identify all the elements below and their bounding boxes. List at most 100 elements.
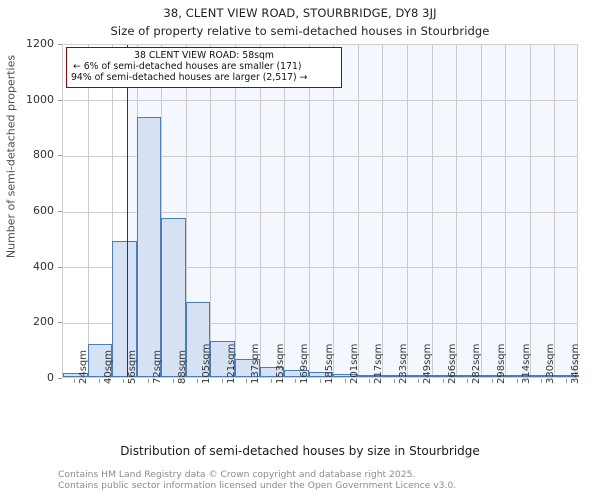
- x-axis-tick-mark: [74, 379, 76, 383]
- x-axis-tick-mark: [246, 379, 248, 383]
- gridline: [529, 45, 531, 377]
- gridline: [407, 45, 408, 377]
- annotation-line-1: 38 CLENT VIEW ROAD: 58sqm: [134, 50, 274, 61]
- gridline: [456, 45, 458, 377]
- bar: [505, 375, 530, 377]
- gridline: [63, 322, 577, 324]
- x-axis-tick-mark: [516, 379, 518, 383]
- x-axis-title: Distribution of semi-detached houses by …: [120, 444, 480, 458]
- x-axis-tick-mark: [197, 379, 199, 383]
- bar: [357, 374, 383, 377]
- x-axis-tick-label: 56sqm: [127, 349, 139, 384]
- x-axis-tick-label: 249sqm: [422, 343, 434, 384]
- bar: [63, 372, 88, 377]
- gridline: [333, 45, 335, 377]
- x-axis-tick-label: 72sqm: [152, 349, 163, 384]
- x-axis-tick-label: 217sqm: [373, 343, 385, 384]
- x-axis-tick-mark: [221, 379, 223, 383]
- x-axis-tick-label: 121sqm: [225, 343, 237, 384]
- x-axis-tick-label: 233sqm: [397, 343, 409, 384]
- footer-attribution: Contains HM Land Registry data © Crown c…: [58, 469, 598, 491]
- footer-line-2: Contains public sector information licen…: [58, 479, 457, 491]
- x-axis-tick-mark: [270, 379, 272, 383]
- bar: [210, 340, 235, 377]
- bar: [185, 302, 211, 377]
- bar: [87, 343, 113, 377]
- x-axis-tick-label: 185sqm: [324, 343, 335, 384]
- chart-title-block: 38, CLENT VIEW ROAD, STOURBRIDGE, DY8 3J…: [0, 0, 600, 38]
- property-marker-line: [126, 45, 129, 377]
- gridline: [63, 211, 577, 213]
- gridline: [63, 267, 577, 269]
- gridline: [161, 45, 163, 377]
- chart-plot-area: [62, 44, 579, 378]
- bar: [161, 217, 186, 377]
- bar: [554, 375, 579, 377]
- x-axis-tick-mark: [148, 379, 149, 383]
- gridline: [63, 100, 577, 102]
- x-axis-tick-mark: [172, 379, 174, 383]
- bar: [284, 370, 309, 377]
- x-axis-tick-label: 153sqm: [274, 343, 286, 384]
- x-axis-tick-mark: [344, 379, 346, 383]
- x-axis-tick-mark: [565, 379, 567, 383]
- gridline: [431, 45, 433, 377]
- gridline: [185, 45, 187, 377]
- bar: [456, 375, 481, 377]
- x-axis-tick-mark: [442, 379, 444, 383]
- bar: [529, 375, 555, 377]
- x-axis-tick-mark: [98, 379, 100, 383]
- bar: [480, 375, 506, 377]
- x-axis-tick-label: 24sqm: [78, 349, 90, 384]
- gridline: [259, 45, 261, 377]
- x-axis-tick-label: 105sqm: [201, 343, 213, 384]
- y-axis-tick-mark: [58, 378, 62, 379]
- gridline: [308, 45, 310, 377]
- bar: [407, 375, 432, 377]
- x-axis-tick-mark: [492, 379, 493, 383]
- footer-line-1: Contains HM Land Registry data © Crown c…: [58, 469, 416, 480]
- annotation-line-3: 94% of semi-detached houses are larger (…: [71, 72, 308, 84]
- gridline: [87, 45, 89, 377]
- x-axis-tick-label: 169sqm: [299, 343, 311, 384]
- bar: [136, 116, 162, 377]
- gridline: [112, 45, 114, 377]
- gridline: [554, 45, 556, 377]
- bar: [235, 359, 260, 377]
- gridline: [63, 155, 577, 157]
- gridline: [382, 45, 384, 377]
- x-axis-tick-label: 201sqm: [348, 343, 360, 384]
- x-axis-tick-mark: [418, 379, 420, 383]
- bar: [308, 372, 334, 377]
- x-axis-tick-mark: [123, 379, 125, 383]
- gridline: [210, 45, 212, 377]
- x-axis-tick-mark: [295, 379, 297, 383]
- x-axis-tick-mark: [467, 379, 469, 383]
- x-axis-tick-label: 298sqm: [496, 343, 507, 384]
- gridline: [505, 45, 507, 377]
- x-axis-tick-label: 40sqm: [102, 349, 114, 384]
- x-axis-tick-label: 330sqm: [545, 343, 557, 384]
- annotation-line-2: ← 6% of semi-detached houses are smaller…: [73, 61, 302, 73]
- bar: [259, 366, 285, 377]
- x-axis-tick-mark: [369, 379, 371, 383]
- x-axis-tick-mark: [320, 379, 321, 383]
- gridline: [357, 45, 359, 377]
- x-axis-tick-label: 266sqm: [446, 343, 458, 384]
- chart-subtitle: Size of property relative to semi-detach…: [110, 24, 490, 38]
- bar: [333, 374, 358, 377]
- page-title: 38, CLENT VIEW ROAD, STOURBRIDGE, DY8 3J…: [163, 6, 437, 20]
- gridline: [480, 45, 482, 377]
- x-axis-tick-mark: [541, 379, 543, 383]
- gridline: [284, 45, 286, 377]
- x-axis-tick-label: 282sqm: [471, 343, 483, 384]
- bar: [112, 240, 137, 377]
- x-axis-tick-label: 88sqm: [176, 349, 188, 384]
- y-axis-title: Number of semi-detached properties: [4, 54, 18, 259]
- x-axis-tick-mark: [393, 379, 395, 383]
- bar: [382, 375, 407, 377]
- bar: [431, 375, 457, 377]
- gridline: [235, 45, 236, 377]
- histogram-bars: [63, 45, 579, 377]
- x-axis-tick-label: 137sqm: [250, 343, 262, 384]
